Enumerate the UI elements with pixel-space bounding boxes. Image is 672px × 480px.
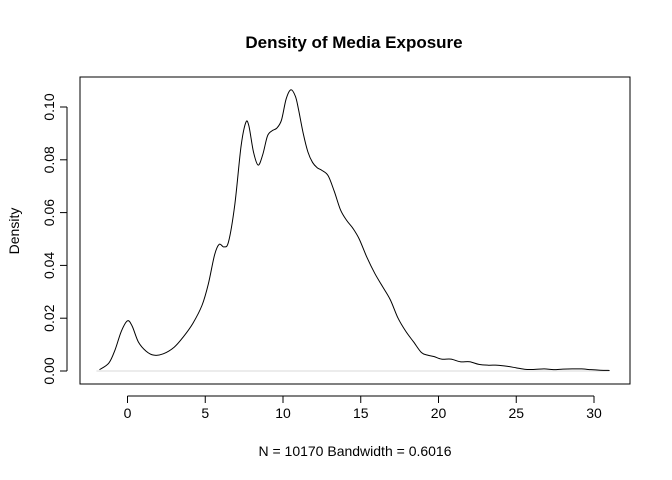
x-axis-label: N = 10170 Bandwidth = 0.6016 (258, 443, 451, 459)
x-tick-label: 30 (586, 405, 602, 421)
y-axis-label: Density (6, 208, 22, 255)
density-line (99, 89, 610, 371)
y-tick-label: 0.04 (41, 252, 57, 279)
x-tick-label: 20 (431, 405, 447, 421)
x-tick-label: 10 (275, 405, 291, 421)
chart-title: Density of Media Exposure (245, 33, 462, 52)
plot-frame (79, 76, 631, 385)
x-axis: 0 5 10 15 20 25 30 (124, 395, 602, 421)
y-tick-label: 0.02 (41, 304, 57, 331)
y-tick-label: 0.10 (41, 93, 57, 120)
y-axis: 0.00 0.02 0.04 0.06 0.08 0.10 (41, 93, 68, 385)
y-tick-label: 0.06 (41, 199, 57, 226)
x-tick-label: 25 (508, 405, 524, 421)
x-tick-label: 0 (124, 405, 132, 421)
y-tick-label: 0.00 (41, 357, 57, 384)
y-tick-label: 0.08 (41, 146, 57, 173)
x-tick-label: 15 (353, 405, 369, 421)
x-tick-label: 5 (201, 405, 209, 421)
